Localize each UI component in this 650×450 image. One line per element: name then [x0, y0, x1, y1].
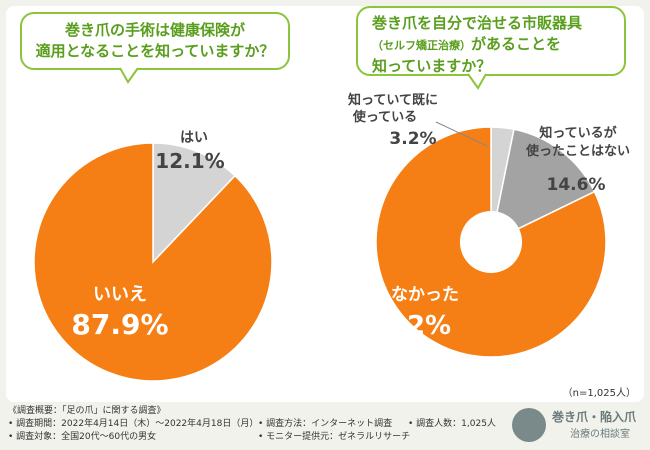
survey-source: • モニター提供元：ゼネラルリサーチ [258, 432, 411, 442]
pie-2-leader-line [435, 121, 488, 147]
logo-sub: 治療の相談室 [570, 429, 630, 440]
brand-logo: 巻き爪・陥入爪 治療の相談室 [508, 406, 644, 446]
survey-period: • 調査期間：2022年4月14日（木）～2022年4月18日（月） [8, 419, 259, 429]
pie-2-label-unknown: 知らなかった [356, 284, 459, 305]
pie-chart-2 [375, 126, 607, 358]
question-2-bubble: 巻き爪を自分で治せる市販器具 （セルフ矯正治療）があることを 知っていますか？ [356, 6, 626, 76]
question-2-line-2: （セルフ矯正治療）があることを [372, 34, 624, 56]
question-2-line-1: 巻き爪を自分で治せる市販器具 [372, 14, 583, 32]
pie-1-value-no: 87.9% [71, 308, 168, 341]
pie-2-value-using: 3.2% [389, 129, 436, 149]
question-1-line-1: 巻き爪の手術は健康保険が [64, 21, 245, 39]
pie-1-value-yes: 12.1% [155, 149, 224, 173]
pie-2-value-known: 14.6% [547, 175, 606, 195]
logo-name: 巻き爪・陥入爪 [552, 410, 637, 424]
pie-1-slice-0 [152, 142, 237, 264]
pie-2-label-using-line-2: 使っている [352, 109, 417, 125]
pie-chart-1 [33, 142, 273, 382]
survey-people: • 調査人数：1,025人 [408, 419, 496, 429]
survey-footer: 《調査概要：「足の爪」に関する調査》 • 調査期間：2022年4月14日（木）～… [8, 405, 528, 444]
survey-heading: 《調査概要：「足の爪」に関する調査》 [8, 406, 166, 416]
pie-2-donut-hole [459, 210, 523, 274]
question-2-line-2-rest: があることを [471, 35, 562, 53]
pie-2-label-known-line-2: 使ったことはない [525, 143, 630, 159]
pie-1-label-yes: はい [180, 130, 208, 146]
pie-1-slice-1 [33, 142, 273, 382]
question-2-self-correction: （セルフ矯正治療） [372, 39, 471, 52]
question-1-line-2: 適用となることを知っていますか？ [35, 42, 275, 60]
pie-2-label-using-line-1: 知っていて既に [348, 92, 438, 108]
pie-1-label-no: いいえ [93, 284, 147, 305]
pie-2-label-known-line-1: 知っているが [539, 125, 616, 141]
survey-method: • 調査方法：インターネット調査 [258, 419, 393, 429]
pie-2-slice-1 [489, 128, 596, 244]
question-1-bubble: 巻き爪の手術は健康保険が 適用となることを知っていますか？ [20, 12, 290, 70]
question-1-bubble-tail [119, 67, 139, 84]
question-2-bubble-tail [467, 73, 487, 90]
sample-size-note: （n=1,025人） [563, 387, 636, 399]
foot-icon [512, 408, 546, 442]
survey-target: • 調査対象：全国20代～60代の男女 [8, 432, 157, 442]
question-2-line-3: 知っていますか？ [372, 57, 492, 75]
pie-2-value-unknown: 82.2% [361, 311, 451, 341]
